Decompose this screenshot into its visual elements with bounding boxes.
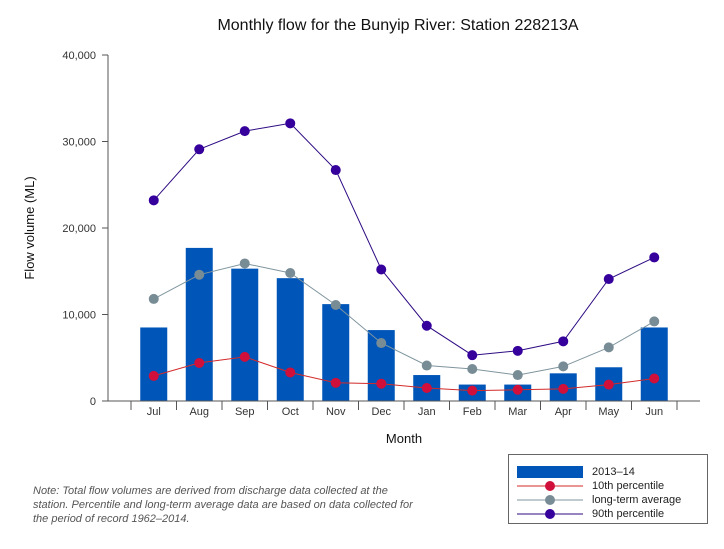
chart-title: Monthly flow for the Bunyip River: Stati…	[217, 17, 578, 34]
legend-swatch-p90	[517, 509, 583, 519]
series-point	[376, 338, 387, 349]
bar	[140, 327, 168, 401]
series-point	[421, 383, 432, 394]
series-point	[512, 370, 523, 381]
series-point	[285, 367, 296, 378]
series-point	[239, 351, 250, 362]
series-line	[153, 356, 655, 392]
series-point	[330, 165, 341, 176]
series-line	[153, 262, 655, 376]
bars-group	[140, 247, 668, 401]
legend-label-avg: long-term average	[592, 494, 682, 506]
axes-group: 0 10,000 20,000 30,000 40,000 Jul Aug Sep Oct Nov…	[62, 50, 700, 418]
x-tick-label: Mar	[508, 406, 527, 418]
series-point	[194, 357, 205, 368]
series-point	[467, 385, 478, 396]
series-point	[421, 360, 432, 371]
series-point	[603, 274, 614, 285]
series-point	[512, 384, 523, 395]
series-point	[330, 377, 341, 388]
series-point	[467, 363, 478, 374]
legend-swatch-avg	[517, 495, 583, 505]
x-tick-label: Sep	[235, 406, 255, 418]
legend-swatch-bar	[517, 466, 583, 478]
legend-bar-rect	[517, 466, 583, 478]
x-axis-label: Month	[386, 431, 422, 446]
series-point	[558, 383, 569, 394]
x-tick-label: Jul	[147, 406, 161, 418]
series-point	[603, 342, 614, 353]
y-tick-label: 10,000	[62, 310, 96, 322]
x-tick-label: May	[598, 406, 619, 418]
series-point	[194, 269, 205, 280]
series-point	[558, 336, 569, 347]
y-tick-label: 40,000	[62, 50, 96, 62]
series-point	[603, 379, 614, 390]
series-point	[330, 299, 341, 310]
bar	[231, 268, 259, 401]
series-point	[285, 267, 296, 278]
legend-swatch-p10	[517, 481, 583, 491]
series-point	[421, 320, 432, 331]
x-tick-label: Oct	[282, 406, 299, 418]
x-tick-label: Jun	[645, 406, 663, 418]
footnote: Note: Total flow volumes are derived fro…	[33, 485, 413, 525]
series-point	[148, 195, 159, 206]
series-point	[376, 378, 387, 389]
lines-group	[148, 118, 660, 396]
legend-label-bars: 2013–14	[592, 466, 635, 478]
bar	[276, 278, 304, 401]
series-point	[376, 264, 387, 275]
x-tick-label: Nov	[326, 406, 346, 418]
series-line	[153, 122, 655, 356]
series-point	[239, 126, 250, 137]
series-point	[649, 316, 660, 327]
series-point	[467, 350, 478, 361]
legend-item-avg: long-term average	[509, 493, 707, 507]
x-tick-label: Jan	[418, 406, 436, 418]
legend: 2013–14 10th percentile long-term averag…	[508, 454, 708, 524]
x-tick-label: Dec	[371, 406, 391, 418]
legend-item-p90: 90th percentile	[509, 507, 707, 521]
x-tick-label: Feb	[463, 406, 482, 418]
legend-marker-p10	[545, 481, 555, 491]
series-point	[239, 258, 250, 269]
legend-marker-p90	[545, 509, 555, 519]
x-tick-label: Aug	[189, 406, 209, 418]
series-point	[194, 144, 205, 155]
series-point	[649, 373, 660, 384]
y-tick-label: 30,000	[62, 137, 96, 149]
legend-marker-avg	[545, 495, 555, 505]
series-point	[558, 361, 569, 372]
legend-label-p10: 10th percentile	[592, 480, 665, 492]
legend-label-p90: 90th percentile	[592, 508, 665, 520]
series-point	[649, 252, 660, 263]
series-point	[285, 118, 296, 129]
y-axis-label: Flow volume (ML)	[22, 176, 37, 279]
legend-item-bars: 2013–14	[509, 465, 707, 479]
series-point	[148, 370, 159, 381]
y-tick-label: 20,000	[62, 223, 96, 235]
legend-item-p10: 10th percentile	[509, 479, 707, 493]
series-point	[512, 345, 523, 356]
x-tick-label: Apr	[555, 406, 572, 418]
series-point	[148, 293, 159, 304]
y-tick-label: 0	[90, 396, 96, 408]
bar	[640, 327, 668, 401]
